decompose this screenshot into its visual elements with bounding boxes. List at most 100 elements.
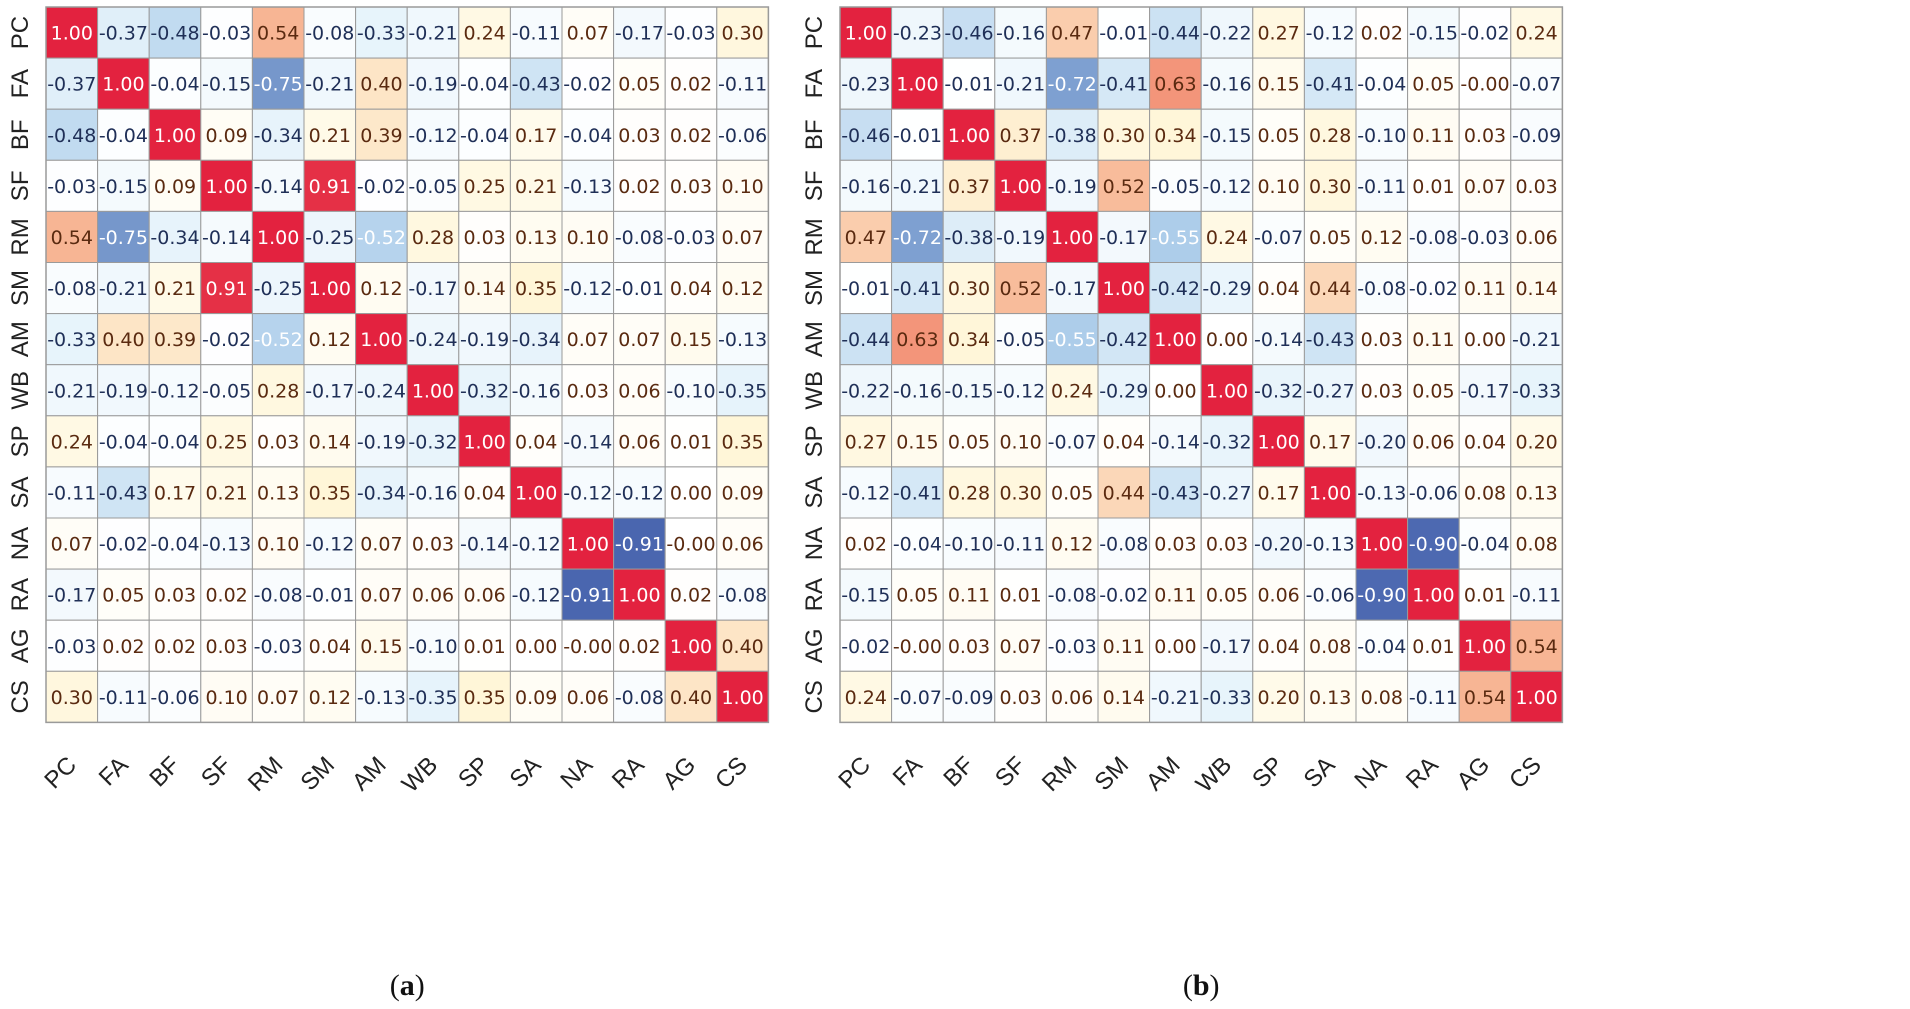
x-tick-label: AG bbox=[658, 752, 702, 796]
cell-value-label: 1.00 bbox=[154, 125, 196, 147]
cell-value-label: 0.24 bbox=[51, 431, 93, 453]
cell-value-label: -0.43 bbox=[1306, 329, 1355, 351]
cell-value-label: 0.08 bbox=[1515, 534, 1557, 556]
heatmap-cell bbox=[97, 6, 150, 59]
x-tick-label: NA bbox=[1349, 752, 1392, 795]
heatmap-cell bbox=[716, 619, 769, 672]
cell-value-label: 0.03 bbox=[205, 636, 247, 658]
cell-value-label: -0.13 bbox=[718, 329, 767, 351]
heatmap-cell bbox=[355, 517, 408, 570]
heatmap-cell bbox=[458, 568, 511, 621]
cell-value-label: 0.04 bbox=[1257, 636, 1299, 658]
cell-value-label: 0.11 bbox=[1154, 585, 1196, 607]
cell-value-label: -0.75 bbox=[99, 227, 148, 249]
cell-value-label: 0.07 bbox=[51, 534, 93, 556]
heatmap-cell bbox=[200, 415, 253, 468]
cell-value-label: 0.27 bbox=[1257, 23, 1299, 45]
cell-value-label: 0.35 bbox=[309, 482, 351, 504]
heatmap-cell bbox=[355, 415, 408, 468]
cell-value-label: 0.35 bbox=[515, 278, 557, 300]
cell-value-label: 0.44 bbox=[1103, 482, 1145, 504]
cell-value-label: 0.05 bbox=[1257, 125, 1299, 147]
cell-value-label: -0.03 bbox=[47, 176, 96, 198]
cell-value-label: 1.00 bbox=[463, 431, 505, 453]
x-tick-label: SP bbox=[453, 752, 495, 794]
heatmap-panel-b: 1.00 -0.23 -0.46 -0.16 0.47 -0.01 -0.44 -0.22 0.… bbox=[801, 6, 1564, 1002]
cell-value-label: 0.03 bbox=[618, 125, 660, 147]
cell-value-label: -0.11 bbox=[1357, 176, 1406, 198]
heatmap-cell bbox=[891, 210, 944, 263]
cell-value-label: 0.05 bbox=[1309, 227, 1351, 249]
heatmap-cell bbox=[1303, 619, 1357, 672]
heatmap-cell bbox=[561, 517, 615, 570]
heatmap-cell bbox=[1200, 415, 1254, 468]
heatmap-cell bbox=[1200, 210, 1254, 263]
cell-value-label: -0.06 bbox=[150, 687, 199, 709]
cell-value-label: 1.00 bbox=[618, 585, 660, 607]
cell-value-label: 0.14 bbox=[1103, 687, 1145, 709]
cell-value-label: 0.11 bbox=[1464, 278, 1506, 300]
cell-value-label: -0.02 bbox=[841, 636, 890, 658]
heatmap-cell bbox=[303, 415, 357, 468]
heatmap-cell bbox=[1355, 57, 1409, 110]
cell-value-label: -0.17 bbox=[1099, 227, 1148, 249]
heatmap-cell bbox=[509, 6, 563, 59]
heatmap-cell bbox=[148, 108, 202, 161]
heatmap-cell bbox=[1510, 57, 1563, 110]
cell-value-label: -0.33 bbox=[47, 329, 96, 351]
heatmap-cell bbox=[1407, 159, 1460, 212]
heatmap-cell bbox=[251, 262, 305, 315]
y-tick-label: RM bbox=[7, 218, 34, 255]
heatmap-cell bbox=[1303, 364, 1357, 417]
cell-value-label: -0.12 bbox=[512, 534, 561, 556]
heatmap-cell bbox=[716, 670, 769, 723]
cell-value-label: -0.46 bbox=[841, 125, 890, 147]
cell-value-label: 1.00 bbox=[670, 636, 712, 658]
x-tick-label: WB bbox=[397, 752, 443, 798]
cell-value-label: -0.02 bbox=[202, 329, 251, 351]
heatmap-cell bbox=[994, 108, 1047, 161]
cell-value-label: -0.04 bbox=[563, 125, 612, 147]
heatmap-cell bbox=[561, 262, 615, 315]
heatmap-cell bbox=[664, 159, 718, 212]
x-tick-label: RM bbox=[1037, 752, 1082, 797]
heatmap-cell bbox=[251, 159, 305, 212]
heatmap-cell bbox=[355, 262, 408, 315]
cell-value-label: 0.14 bbox=[1515, 278, 1557, 300]
heatmap-cell bbox=[1252, 313, 1305, 366]
heatmap-cell bbox=[148, 466, 202, 519]
heatmap-cell bbox=[1407, 57, 1460, 110]
y-tick-label: FA bbox=[7, 69, 34, 98]
cell-value-label: -0.02 bbox=[357, 176, 406, 198]
y-tick-label: SF bbox=[801, 171, 828, 202]
cell-value-label: 0.40 bbox=[670, 687, 712, 709]
cell-value-label: -0.03 bbox=[202, 23, 251, 45]
cell-value-label: -0.29 bbox=[1202, 278, 1251, 300]
cell-value-label: 0.30 bbox=[1309, 176, 1351, 198]
cell-value-label: -0.21 bbox=[305, 74, 354, 96]
heatmap-cell bbox=[45, 364, 99, 417]
cell-value-label: 0.02 bbox=[1361, 23, 1403, 45]
cell-value-label: -0.21 bbox=[47, 380, 96, 402]
cell-value-label: -0.52 bbox=[254, 329, 303, 351]
cell-value-label: 0.00 bbox=[1464, 329, 1506, 351]
cell-value-label: 0.09 bbox=[154, 176, 196, 198]
cell-value-label: -0.15 bbox=[99, 176, 148, 198]
heatmap-cell bbox=[891, 517, 944, 570]
heatmap-cell bbox=[839, 415, 893, 468]
y-tick-label: SA bbox=[7, 476, 34, 508]
cell-value-label: 1.00 bbox=[1103, 278, 1145, 300]
cell-value-label: -0.01 bbox=[841, 278, 890, 300]
cell-value-label: 1.00 bbox=[999, 176, 1041, 198]
cell-value-label: -0.16 bbox=[1202, 74, 1251, 96]
cell-value-label: 0.01 bbox=[1412, 636, 1454, 658]
heatmap-border bbox=[45, 6, 770, 724]
cell-value-label: -0.04 bbox=[1357, 74, 1406, 96]
cell-value-label: -0.00 bbox=[893, 636, 942, 658]
heatmap-cell bbox=[716, 313, 769, 366]
cell-value-label: 0.54 bbox=[51, 227, 93, 249]
cell-value-label: 0.24 bbox=[1515, 23, 1557, 45]
cell-value-label: -0.38 bbox=[1048, 125, 1097, 147]
heatmap-cell bbox=[1097, 313, 1151, 366]
heatmap-cell bbox=[251, 210, 305, 263]
